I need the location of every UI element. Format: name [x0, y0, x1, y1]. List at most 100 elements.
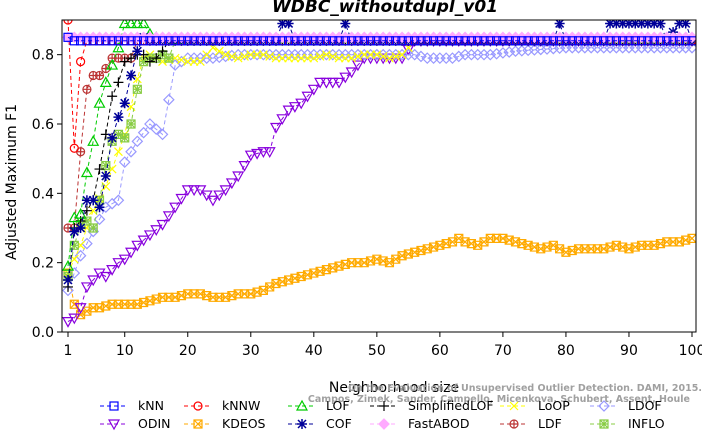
data-point [157, 36, 168, 46]
data-point [81, 195, 92, 206]
data-point [263, 147, 276, 158]
legend-item-kdeos: KDEOS [184, 416, 266, 431]
data-point [101, 161, 111, 171]
data-point [151, 36, 161, 46]
data-point [252, 50, 262, 60]
data-point [87, 135, 100, 146]
data-point [176, 36, 187, 46]
data-point [529, 36, 540, 46]
data-point [107, 132, 118, 143]
data-point [258, 36, 268, 46]
legend-marker [193, 401, 203, 411]
legend-item-ldf: LDF [500, 416, 562, 431]
legend-label: LOF [326, 398, 350, 413]
data-point [351, 60, 364, 72]
data-point [208, 36, 218, 46]
series-ldf [63, 36, 696, 233]
data-point [125, 247, 138, 259]
series-knn [63, 32, 696, 46]
data-point [288, 102, 301, 113]
data-point [668, 36, 678, 46]
data-point [303, 53, 312, 63]
series-odin [62, 36, 696, 328]
legend-label: FastABOD [408, 416, 470, 431]
chart-title: WDBC_withoutdupl_v01 [272, 0, 498, 17]
data-point [340, 20, 351, 29]
data-point [385, 53, 394, 63]
x-axis: 1 10 20 30 40 50 60 70 80 90 100 [64, 332, 702, 359]
data-point [183, 57, 193, 67]
data-point [137, 20, 150, 29]
data-point [113, 77, 124, 88]
data-point [246, 36, 256, 46]
legend-marker [378, 418, 390, 430]
legend-label: kNNW [222, 398, 260, 413]
legend-marker [379, 401, 389, 411]
data-point [353, 51, 363, 61]
data-point [106, 58, 119, 70]
data-point [503, 46, 516, 58]
data-point [674, 20, 685, 29]
data-point [112, 41, 125, 53]
data-point [99, 76, 112, 88]
data-point [479, 36, 489, 46]
data-point [636, 36, 647, 46]
data-point [466, 36, 476, 46]
y-tick-label: 0.8 [32, 48, 54, 64]
data-point [88, 36, 98, 46]
data-point [93, 213, 106, 226]
data-point [156, 128, 169, 141]
data-point [490, 47, 503, 60]
data-point [542, 36, 552, 46]
legend-item-inflo: INFLO [590, 416, 665, 431]
y-tick-label: 0.0 [32, 325, 54, 341]
legend-item-cof: COF [288, 416, 352, 431]
watermark-line-1: On the Evaluation of Unsupervised Outlie… [348, 383, 702, 394]
data-point [624, 36, 634, 46]
data-point [131, 20, 144, 29]
data-point [225, 178, 238, 190]
legend-item-fastabod: FastABOD [370, 416, 470, 431]
legend-label: SimplifiedLOF [408, 398, 494, 413]
data-point [510, 36, 521, 46]
data-point [68, 313, 81, 325]
data-point [195, 36, 205, 46]
data-point [82, 84, 92, 94]
data-point [119, 56, 130, 67]
legend-marker [598, 400, 610, 412]
series-inflo [63, 36, 696, 282]
data-point [94, 202, 105, 213]
data-point [139, 36, 149, 46]
data-point [240, 51, 249, 61]
data-point [321, 50, 331, 60]
legend-label: kNN [138, 398, 164, 413]
x-tick-label: 20 [179, 343, 197, 359]
data-point [415, 50, 427, 63]
data-point [428, 36, 439, 46]
data-point [460, 36, 470, 46]
x-tick-label: 100 [679, 343, 702, 359]
data-point [63, 275, 73, 285]
data-point [630, 36, 640, 46]
data-point [252, 36, 262, 46]
data-point [80, 282, 93, 294]
data-point [484, 48, 497, 61]
data-point [265, 51, 275, 61]
data-point [119, 98, 130, 109]
data-point [340, 53, 350, 63]
data-point [244, 150, 257, 162]
data-point [485, 36, 495, 46]
data-point [441, 36, 451, 46]
data-point [586, 36, 596, 46]
data-point [277, 53, 287, 63]
data-point [232, 171, 245, 183]
data-point [277, 20, 288, 29]
data-point [189, 36, 199, 46]
data-point [473, 36, 483, 46]
data-point [74, 303, 87, 314]
data-point [113, 147, 123, 157]
data-point [88, 223, 98, 233]
data-point [611, 20, 622, 29]
data-point [177, 55, 186, 65]
